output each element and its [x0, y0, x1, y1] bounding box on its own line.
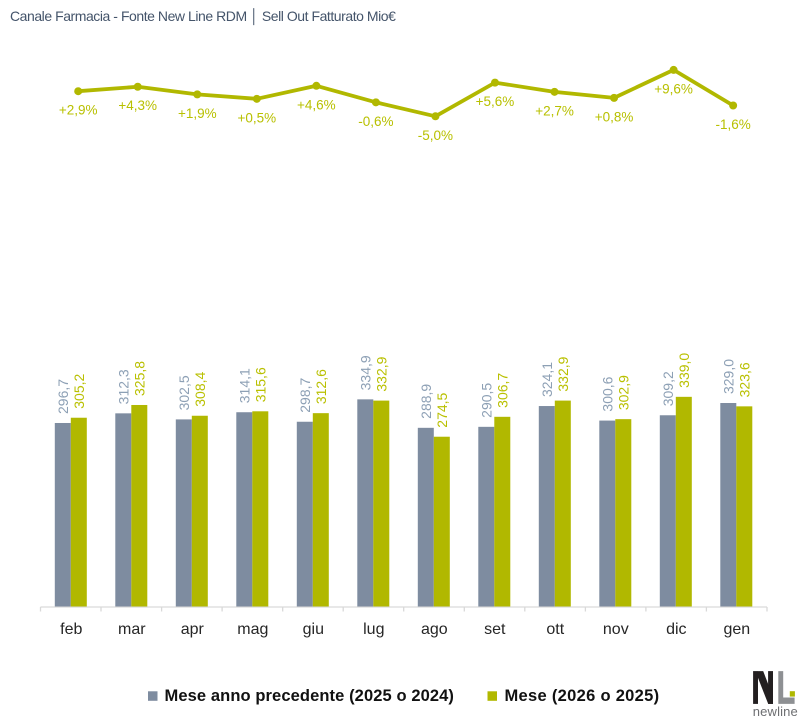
- svg-text:+9,6%: +9,6%: [654, 81, 693, 96]
- svg-text:312,6: 312,6: [313, 369, 329, 404]
- svg-text:290,5: 290,5: [478, 383, 494, 418]
- svg-text:-0,6%: -0,6%: [358, 114, 393, 129]
- svg-text:+4,6%: +4,6%: [297, 97, 336, 112]
- svg-text:324,1: 324,1: [539, 362, 555, 397]
- svg-text:giu: giu: [303, 621, 324, 638]
- svg-text:305,2: 305,2: [71, 373, 87, 408]
- svg-text:274,5: 274,5: [434, 392, 450, 427]
- svg-text:329,0: 329,0: [720, 359, 736, 394]
- svg-text:ott: ott: [546, 621, 564, 638]
- svg-text:+5,6%: +5,6%: [476, 94, 515, 109]
- svg-text:+4,3%: +4,3%: [118, 98, 157, 113]
- svg-text:+2,7%: +2,7%: [535, 103, 574, 118]
- svg-text:+2,9%: +2,9%: [59, 103, 98, 118]
- svg-text:309,2: 309,2: [660, 371, 676, 406]
- svg-text:302,9: 302,9: [615, 375, 631, 410]
- svg-text:-5,0%: -5,0%: [418, 128, 453, 143]
- svg-text:315,6: 315,6: [252, 367, 268, 402]
- svg-text:308,4: 308,4: [192, 372, 208, 407]
- svg-text:298,7: 298,7: [297, 378, 313, 413]
- svg-text:306,7: 306,7: [494, 373, 510, 408]
- svg-text:312,3: 312,3: [115, 369, 131, 404]
- svg-text:288,9: 288,9: [418, 384, 434, 419]
- svg-text:296,7: 296,7: [55, 379, 71, 414]
- svg-text:300,6: 300,6: [599, 376, 615, 411]
- svg-text:apr: apr: [181, 621, 205, 638]
- svg-text:gen: gen: [723, 621, 750, 638]
- svg-text:332,9: 332,9: [555, 356, 571, 391]
- svg-text:lug: lug: [363, 621, 384, 638]
- svg-text:nov: nov: [603, 621, 629, 638]
- svg-text:Mese anno precedente (2025 o 2: Mese anno precedente (2025 o 2024): [165, 687, 455, 705]
- svg-text:325,8: 325,8: [131, 361, 147, 396]
- svg-text:+1,9%: +1,9%: [178, 106, 217, 121]
- svg-text:set: set: [484, 621, 506, 638]
- svg-text:+0,8%: +0,8%: [595, 109, 634, 124]
- svg-text:newline: newline: [753, 704, 798, 719]
- svg-text:339,0: 339,0: [676, 353, 692, 388]
- svg-text:332,9: 332,9: [373, 356, 389, 391]
- svg-text:Canale Farmacia - Fonte New Li: Canale Farmacia - Fonte New Line RDM │ S…: [10, 8, 396, 26]
- svg-text:+0,5%: +0,5%: [237, 110, 276, 125]
- svg-text:Mese (2026 o 2025): Mese (2026 o 2025): [505, 687, 660, 705]
- svg-text:323,6: 323,6: [736, 362, 752, 397]
- svg-text:-1,6%: -1,6%: [715, 117, 750, 132]
- svg-text:334,9: 334,9: [357, 355, 373, 390]
- svg-text:feb: feb: [60, 621, 82, 638]
- svg-text:mar: mar: [118, 621, 146, 638]
- svg-text:ago: ago: [421, 621, 448, 638]
- svg-text:mag: mag: [237, 621, 268, 638]
- svg-text:dic: dic: [666, 621, 686, 638]
- svg-text:314,1: 314,1: [236, 368, 252, 403]
- svg-text:302,5: 302,5: [176, 375, 192, 410]
